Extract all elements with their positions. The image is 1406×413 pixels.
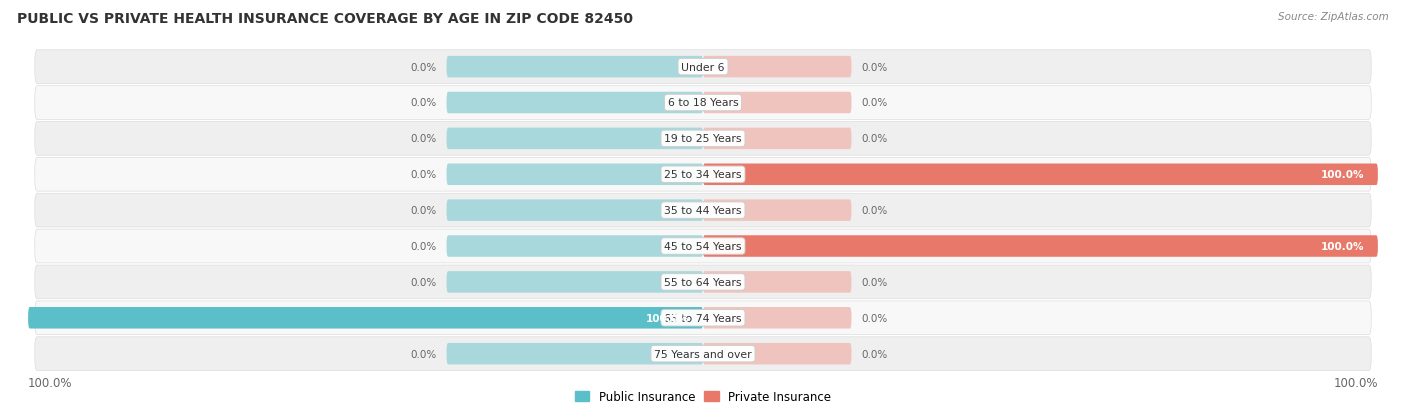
Text: 45 to 54 Years: 45 to 54 Years [664,242,742,252]
Text: 0.0%: 0.0% [411,206,436,216]
FancyBboxPatch shape [703,164,1378,185]
Text: Under 6: Under 6 [682,62,724,72]
FancyBboxPatch shape [447,343,703,365]
Text: 0.0%: 0.0% [411,277,436,287]
Text: 0.0%: 0.0% [862,206,887,216]
FancyBboxPatch shape [35,158,1371,192]
FancyBboxPatch shape [35,86,1371,120]
Text: 25 to 34 Years: 25 to 34 Years [664,170,742,180]
FancyBboxPatch shape [35,51,1371,84]
Text: 0.0%: 0.0% [411,170,436,180]
Text: 0.0%: 0.0% [411,62,436,72]
Text: 0.0%: 0.0% [411,242,436,252]
Text: 0.0%: 0.0% [862,313,887,323]
Text: 0.0%: 0.0% [411,98,436,108]
FancyBboxPatch shape [447,164,703,185]
Text: 75 Years and over: 75 Years and over [654,349,752,359]
FancyBboxPatch shape [35,122,1371,156]
FancyBboxPatch shape [447,128,703,150]
Text: Source: ZipAtlas.com: Source: ZipAtlas.com [1278,12,1389,22]
Text: 100.0%: 100.0% [1333,376,1378,389]
FancyBboxPatch shape [447,57,703,78]
FancyBboxPatch shape [35,230,1371,263]
FancyBboxPatch shape [35,194,1371,228]
Text: 0.0%: 0.0% [411,349,436,359]
Text: 35 to 44 Years: 35 to 44 Years [664,206,742,216]
FancyBboxPatch shape [447,236,703,257]
Text: 0.0%: 0.0% [862,62,887,72]
FancyBboxPatch shape [35,301,1371,335]
Text: 0.0%: 0.0% [862,134,887,144]
FancyBboxPatch shape [703,57,852,78]
FancyBboxPatch shape [703,307,852,329]
Text: 100.0%: 100.0% [1320,242,1364,252]
Text: 55 to 64 Years: 55 to 64 Years [664,277,742,287]
FancyBboxPatch shape [447,271,703,293]
FancyBboxPatch shape [703,200,852,221]
Text: 100.0%: 100.0% [1320,170,1364,180]
Legend: Public Insurance, Private Insurance: Public Insurance, Private Insurance [571,385,835,408]
Text: 100.0%: 100.0% [28,376,73,389]
FancyBboxPatch shape [703,271,852,293]
FancyBboxPatch shape [703,236,1378,257]
FancyBboxPatch shape [35,337,1371,370]
Text: 0.0%: 0.0% [411,134,436,144]
Text: 0.0%: 0.0% [862,277,887,287]
Text: 0.0%: 0.0% [862,98,887,108]
Text: 19 to 25 Years: 19 to 25 Years [664,134,742,144]
Text: 6 to 18 Years: 6 to 18 Years [668,98,738,108]
FancyBboxPatch shape [703,128,852,150]
Text: PUBLIC VS PRIVATE HEALTH INSURANCE COVERAGE BY AGE IN ZIP CODE 82450: PUBLIC VS PRIVATE HEALTH INSURANCE COVER… [17,12,633,26]
FancyBboxPatch shape [28,307,703,329]
FancyBboxPatch shape [447,200,703,221]
FancyBboxPatch shape [703,93,852,114]
FancyBboxPatch shape [35,266,1371,299]
FancyBboxPatch shape [703,343,852,365]
FancyBboxPatch shape [447,93,703,114]
Text: 100.0%: 100.0% [645,313,689,323]
Text: 0.0%: 0.0% [862,349,887,359]
Text: 65 to 74 Years: 65 to 74 Years [664,313,742,323]
